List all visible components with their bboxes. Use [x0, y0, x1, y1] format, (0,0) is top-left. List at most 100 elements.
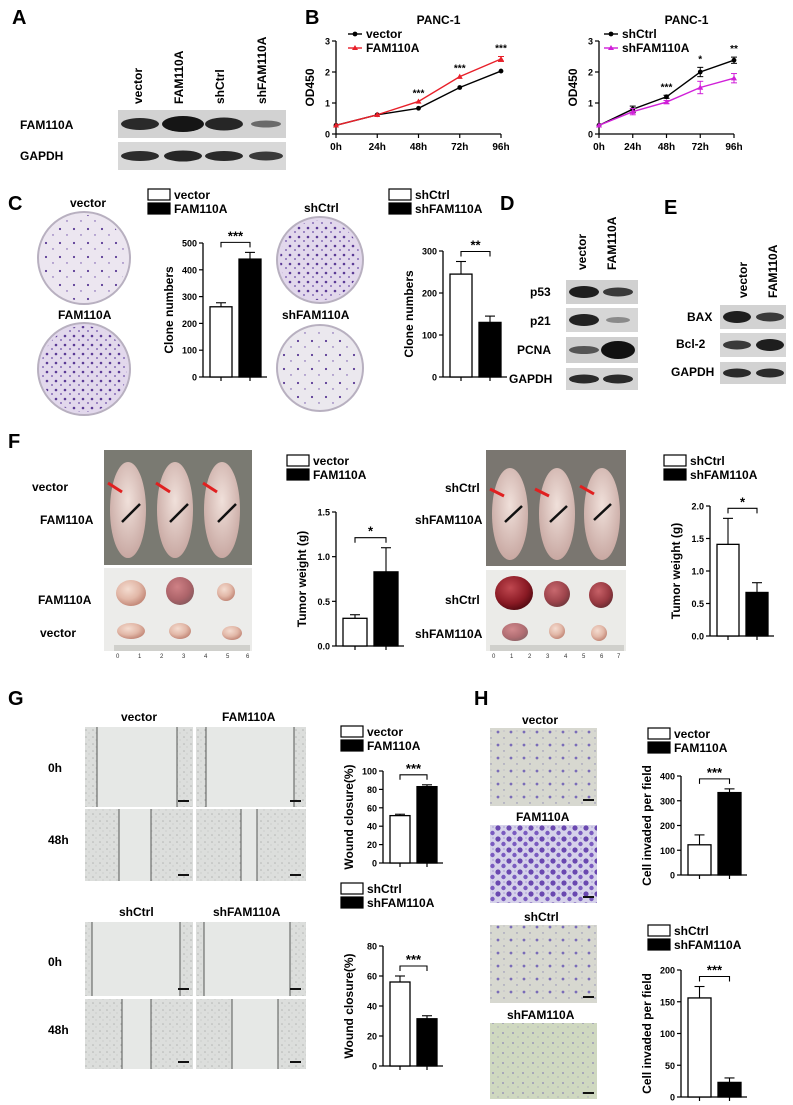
blot-e-lane-2: FAM110A: [766, 244, 780, 298]
ruler-tick: 3: [546, 654, 550, 660]
y-tick-label: 0: [192, 373, 197, 383]
significance-bracket: [399, 965, 428, 971]
bar: [416, 1018, 438, 1067]
legend-label: vector: [674, 727, 710, 741]
y-axis-label: Wound closure(%): [342, 953, 356, 1058]
significance-bracket: [460, 250, 491, 257]
tumor-right-label-2: shFAM110A: [415, 627, 483, 641]
wound-gap: [92, 922, 180, 996]
significance-mark: ***: [495, 44, 507, 55]
y-axis-label: Clone numbers: [402, 270, 416, 358]
y-tick-label: 400: [660, 772, 675, 782]
tumor: [544, 581, 570, 607]
legend-label: shFAM110A: [622, 41, 690, 55]
legend-label: vector: [174, 188, 210, 202]
legend-label: vector: [366, 27, 402, 41]
mouse: [492, 468, 528, 560]
plate-label-fam110a: FAM110A: [58, 308, 112, 322]
ruler-left-labels: 0 1 2 3 4 5 6: [116, 654, 250, 660]
wound-row-0h-bottom: 0h: [48, 955, 62, 969]
blot-a-lane-4: shFAM110A: [255, 36, 269, 104]
y-tick-label: 0.0: [691, 632, 704, 642]
legend-label: shCtrl: [415, 188, 450, 202]
y-tick-label: 100: [362, 767, 377, 777]
panel-letter-b: B: [305, 7, 319, 29]
legend-label: vector: [313, 454, 349, 468]
invasion-label-3: shCtrl: [524, 910, 559, 924]
tumor: [502, 623, 528, 641]
bar: [416, 785, 438, 864]
tumor: [217, 583, 235, 601]
tumor: [116, 580, 146, 606]
x-tick-label: 0h: [330, 142, 342, 153]
ruler-tick: 6: [600, 654, 604, 660]
panel-letter-g: G: [8, 688, 24, 710]
blot-a: vector FAM110A shCtrl shFAM110A FAM110A …: [20, 36, 286, 170]
blot-a-lane-1: vector: [131, 68, 145, 104]
y-tick-label: 40: [367, 1002, 377, 1012]
blot-a-lane-3: shCtrl: [213, 69, 227, 104]
tumor: [169, 623, 191, 639]
y-axis-label: OD450: [566, 68, 580, 106]
data-point: [731, 57, 737, 63]
black-arrow: [121, 503, 141, 523]
colony-plate: [41, 215, 127, 301]
legend-swatch: [147, 202, 171, 215]
y-tick-label: 0: [372, 859, 377, 869]
blot-band: [603, 287, 633, 297]
legend-label: vector: [367, 725, 403, 739]
y-tick-label: 100: [660, 1029, 675, 1039]
y-tick-label: 1.0: [691, 567, 704, 577]
bar: [389, 981, 411, 1067]
bar: [745, 591, 769, 637]
invasion-image: [490, 825, 597, 903]
blot-band: [569, 314, 599, 326]
data-point: [498, 55, 504, 62]
invasion-label-2: FAM110A: [516, 810, 570, 824]
mice-photo-left: [104, 450, 252, 565]
blot-band: [606, 317, 630, 323]
blot-band: [569, 346, 599, 354]
y-tick-label: 0: [670, 1093, 675, 1103]
blot-d: vector FAM110A p53 p21 PCNA GAPDH: [509, 216, 638, 390]
significance-mark: ***: [228, 228, 244, 243]
significance-mark: ***: [707, 963, 723, 978]
y-axis-label: Wound closure(%): [342, 764, 356, 869]
legend-swatch: [340, 739, 364, 752]
wound-col-label-2: FAM110A: [222, 710, 276, 724]
y-axis-label: Tumor weight (g): [295, 531, 309, 627]
y-tick-label: 50: [665, 1061, 675, 1071]
y-axis-label: Cell invaded per field: [640, 765, 654, 886]
y-axis-label: Clone numbers: [162, 266, 176, 354]
ruler-tick: 0: [492, 654, 496, 660]
data-point: [374, 111, 381, 117]
ruler-right-labels: 0 1 2 3 4 5 6 7: [492, 654, 621, 660]
blot-e-lane-1: vector: [736, 262, 750, 298]
significance-bracket: [399, 774, 428, 780]
blot-e-row-3: GAPDH: [671, 365, 714, 379]
y-tick-label: 3: [325, 37, 330, 47]
y-tick-label: 80: [367, 785, 377, 795]
y-tick-label: 1.5: [317, 508, 330, 518]
panel-letter-c: C: [8, 193, 22, 215]
ruler-tick: 4: [564, 654, 568, 660]
blot-band: [121, 118, 159, 130]
x-tick-label: 96h: [492, 142, 509, 153]
y-axis-label: OD450: [303, 68, 317, 106]
y-tick-label: 60: [367, 972, 377, 982]
plate-label-vector: vector: [70, 196, 106, 210]
legend-swatch: [340, 725, 364, 738]
y-tick-label: 3: [588, 37, 593, 47]
blot-d-strip: [566, 368, 638, 390]
wound-gap: [97, 727, 177, 807]
black-arrow: [504, 505, 523, 523]
blot-d-row-2: p21: [530, 314, 551, 328]
red-arrow: [534, 487, 550, 498]
tumor: [495, 576, 533, 610]
chart-g1: 0 20 40 60 80 100 Wound closure(%) vectorFAM110…: [340, 725, 443, 870]
blot-band: [569, 286, 599, 298]
plate-label-shfam110a: shFAM110A: [282, 308, 350, 322]
ruler-tick: 3: [182, 654, 186, 660]
ruler-tick: 2: [528, 654, 532, 660]
